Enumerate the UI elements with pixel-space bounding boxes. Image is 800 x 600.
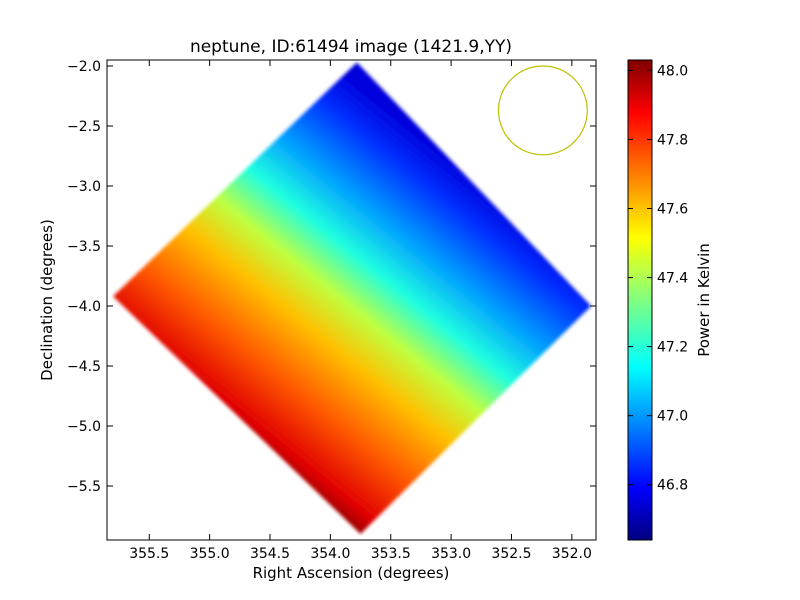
y-tick-label: −4.0 [67,299,101,315]
x-tick-label: 352.5 [491,546,531,562]
colorbar [627,59,653,541]
y-tick-label: −5.0 [67,419,101,435]
heatmap-layer [113,62,592,535]
x-axis: 355.5 355.0 354.5 354.0 353.5 353.0 352.5 352.0 [129,60,592,562]
y-tick-label: −3.5 [67,239,101,255]
x-tick-label: 355.0 [190,546,230,562]
y-tick-label: −5.5 [67,479,101,495]
colorbar-tick-label: 46.8 [657,478,688,494]
x-tick-label: 355.5 [129,546,169,562]
colorbar-tick-label: 47.0 [657,409,688,425]
colorbar-tick-label: 48.0 [657,63,688,79]
chart-title: neptune, ID:61494 image (1421.9,YY) [190,37,512,57]
x-tick-label: 353.5 [371,546,411,562]
x-axis-label: Right Ascension (degrees) [253,564,450,582]
y-axis-label: Declination (degrees) [38,219,56,381]
colorbar-tick-label: 47.8 [657,132,688,148]
colorbar-axis: 46.8 47.0 47.2 47.4 47.6 47.8 48.0 [628,63,688,494]
x-tick-label: 354.5 [250,546,290,562]
colorbar-tick-label: 47.2 [657,340,688,356]
plot-frame [106,59,597,541]
x-tick-label: 352.0 [552,546,592,562]
x-tick-label: 353.0 [431,546,471,562]
colorbar-tick-label: 47.6 [657,201,688,217]
heatmap-region [113,62,592,535]
beam-circle [497,65,588,156]
y-tick-label: −2.5 [67,119,101,135]
colorbar-label: Power in Kelvin [695,243,713,357]
y-axis: −2.0 −2.5 −3.0 −3.5 −4.0 −4.5 −5.0 −5.5 [67,59,596,495]
y-tick-label: −4.5 [67,359,101,375]
y-tick-label: −3.0 [67,179,101,195]
y-tick-label: −2.0 [67,59,101,75]
colorbar-tick-label: 47.4 [657,271,688,287]
x-tick-label: 354.0 [310,546,350,562]
